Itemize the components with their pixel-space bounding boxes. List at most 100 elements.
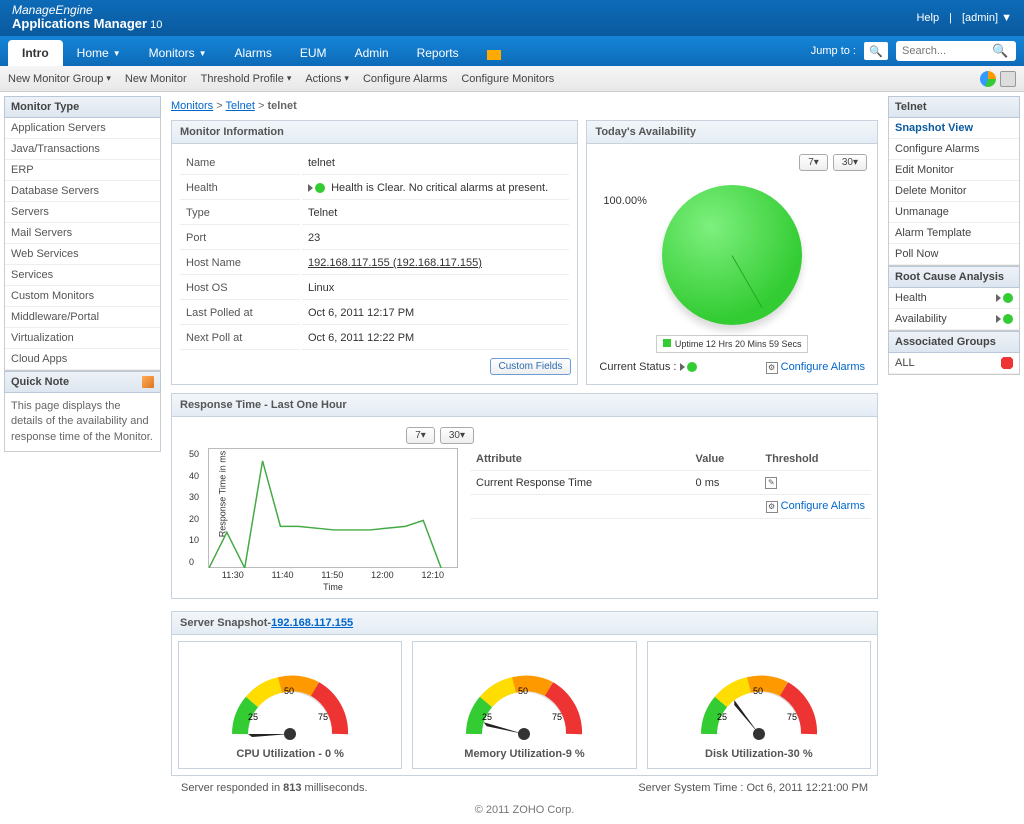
subnav-configure-alarms[interactable]: Configure Alarms — [363, 73, 447, 85]
subnav-configure-monitors[interactable]: Configure Monitors — [461, 73, 554, 85]
sidebar-item-cloud-apps[interactable]: Cloud Apps — [5, 349, 160, 370]
monitor-info-panel: Monitor Information NametelnetHealth Hea… — [171, 120, 578, 385]
rt-configure-alarms-link[interactable]: Configure Alarms — [781, 500, 865, 512]
header-bar: ManageEngine Applications Manager 10 Hel… — [0, 0, 1024, 36]
search-box[interactable]: 🔍 — [896, 41, 1016, 61]
subnav-new-monitor-group[interactable]: New Monitor Group▾ — [8, 73, 111, 85]
nav-tab-admin[interactable]: Admin — [341, 40, 403, 66]
sub-nav: New Monitor Group▾ New Monitor Threshold P… — [0, 66, 1024, 92]
logo: ManageEngine Applications Manager 10 — [12, 4, 162, 31]
availability-heading: Today's Availability — [587, 121, 877, 144]
custom-fields-button[interactable]: Custom Fields — [490, 358, 572, 375]
product-version: 10 — [150, 19, 162, 31]
right-heading-telnet: Telnet — [888, 96, 1020, 118]
availability-pct: 100.00% — [603, 195, 646, 207]
response-time-panel: Response Time - Last One Hour 7▾ 30▾ Res… — [171, 393, 878, 599]
print-icon[interactable] — [1000, 71, 1016, 87]
snapshot-host-link[interactable]: 192.168.117.155 — [271, 617, 353, 629]
rt-7-button[interactable]: 7▾ — [406, 427, 435, 444]
search-icon[interactable]: 🔍 — [992, 43, 1008, 59]
sidebar-item-mail-servers[interactable]: Mail Servers — [5, 223, 160, 244]
server-snapshot-panel: Server Snapshot-192.168.117.155 25 50 75… — [171, 611, 878, 776]
chevron-down-icon: ▼ — [1001, 12, 1012, 24]
chart-icon[interactable] — [980, 71, 996, 87]
gauge-cpu: 25 50 75 CPU Utilization - 0 % — [178, 641, 402, 769]
nav-tab-intro[interactable]: Intro — [8, 40, 63, 66]
status-dot-icon — [687, 362, 697, 372]
monitor-type-list: Application ServersJava/TransactionsERPD… — [4, 118, 161, 371]
response-attr-table: AttributeValueThreshold Current Response… — [470, 448, 871, 519]
response-time-heading: Response Time - Last One Hour — [172, 394, 877, 417]
availability-pie — [662, 185, 802, 325]
subnav-new-monitor[interactable]: New Monitor — [125, 73, 187, 85]
svg-text:50: 50 — [753, 686, 763, 696]
avail-7-button[interactable]: 7▾ — [799, 154, 828, 171]
right-item-poll-now[interactable]: Poll Now — [889, 244, 1019, 265]
availability-legend: Uptime 12 Hrs 20 Mins 59 Secs — [656, 335, 809, 353]
copyright: © 2011 ZOHO Corp. — [171, 800, 878, 820]
help-link[interactable]: Help — [916, 12, 939, 24]
nav-tab-reports[interactable]: Reports — [403, 40, 473, 66]
delete-icon[interactable] — [1001, 357, 1013, 369]
snapshot-heading: Server Snapshot-192.168.117.155 — [172, 612, 877, 635]
host-link[interactable]: 192.168.117.155 (192.168.117.155) — [308, 257, 482, 269]
sidebar-item-java-transactions[interactable]: Java/Transactions — [5, 139, 160, 160]
svg-text:25: 25 — [248, 712, 258, 722]
nav-tab-alarms[interactable]: Alarms — [221, 40, 286, 66]
rca-health[interactable]: Health — [889, 288, 1019, 309]
config-icon: ⚙ — [766, 501, 778, 513]
svg-text:25: 25 — [482, 712, 492, 722]
search-input[interactable] — [902, 45, 992, 57]
sidebar-item-application-servers[interactable]: Application Servers — [5, 118, 160, 139]
quick-note-body: This page displays the details of the av… — [4, 393, 161, 452]
nav-tab-home[interactable]: Home▼ — [63, 40, 135, 66]
breadcrumb-telnet[interactable]: Telnet — [226, 100, 255, 112]
gauge-disk: 25 50 75 Disk Utilization-30 % — [647, 641, 871, 769]
gauge-memory: 25 50 75 Memory Utilization-9 % — [412, 641, 636, 769]
product-line: Applications Manager 10 — [12, 17, 162, 31]
right-item-unmanage[interactable]: Unmanage — [889, 202, 1019, 223]
sidebar-item-middleware-portal[interactable]: Middleware/Portal — [5, 307, 160, 328]
availability-panel: Today's Availability 7▾ 30▾ 100.00% Upti… — [586, 120, 878, 385]
subnav-actions[interactable]: Actions▾ — [305, 73, 349, 85]
threshold-icon[interactable]: ✎ — [765, 477, 777, 489]
breadcrumb-current: telnet — [267, 100, 296, 112]
right-heading-associated-groups: Associated Groups — [888, 331, 1020, 353]
right-heading-root-cause-analysis: Root Cause Analysis — [888, 266, 1020, 288]
sidebar-item-virtualization[interactable]: Virtualization — [5, 328, 160, 349]
sidebar-item-web-services[interactable]: Web Services — [5, 244, 160, 265]
right-item-snapshot-view[interactable]: Snapshot View — [889, 118, 1019, 139]
breadcrumb-monitors[interactable]: Monitors — [171, 100, 213, 112]
subnav-threshold-profile[interactable]: Threshold Profile▾ — [201, 73, 292, 85]
svg-text:50: 50 — [284, 686, 294, 696]
sidebar-item-erp[interactable]: ERP — [5, 160, 160, 181]
rt-30-button[interactable]: 30▾ — [440, 427, 474, 444]
right-item-edit-monitor[interactable]: Edit Monitor — [889, 160, 1019, 181]
sidebar-item-servers[interactable]: Servers — [5, 202, 160, 223]
edit-icon[interactable] — [142, 376, 154, 388]
right-item-all[interactable]: ALL — [889, 353, 1019, 374]
avail-30-button[interactable]: 30▾ — [833, 154, 867, 171]
sidebar-item-services[interactable]: Services — [5, 265, 160, 286]
breadcrumb: Monitors > Telnet > telnet — [171, 96, 878, 120]
nav-tab-monitors[interactable]: Monitors▼ — [135, 40, 221, 66]
user-menu[interactable]: [admin] ▼ — [962, 12, 1012, 24]
product-name: Applications Manager — [12, 16, 147, 31]
monitor-type-heading: Monitor Type — [4, 96, 161, 118]
response-time-chart: Response Time in ms 01020304050 — [208, 448, 458, 568]
sidebar-item-custom-monitors[interactable]: Custom Monitors — [5, 286, 160, 307]
right-item-delete-monitor[interactable]: Delete Monitor — [889, 181, 1019, 202]
jump-to-icon[interactable]: 🔍 — [864, 42, 888, 60]
svg-text:75: 75 — [318, 712, 328, 722]
sidebar-item-database-servers[interactable]: Database Servers — [5, 181, 160, 202]
config-icon: ⚙ — [766, 362, 778, 374]
svg-text:25: 25 — [717, 712, 727, 722]
quick-note-heading: Quick Note — [4, 371, 161, 393]
flag-icon[interactable] — [473, 44, 515, 66]
rca-availability[interactable]: Availability — [889, 309, 1019, 330]
configure-alarms-link[interactable]: Configure Alarms — [781, 361, 865, 373]
right-item-alarm-template[interactable]: Alarm Template — [889, 223, 1019, 244]
right-item-configure-alarms[interactable]: Configure Alarms — [889, 139, 1019, 160]
nav-tab-eum[interactable]: EUM — [286, 40, 341, 66]
header-right: Help | [admin] ▼ — [916, 12, 1012, 24]
